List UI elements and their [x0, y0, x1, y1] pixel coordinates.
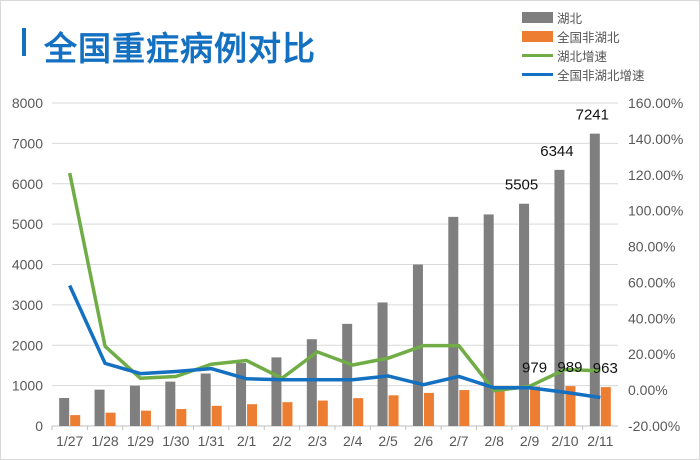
legend-label: 湖北增速 [557, 49, 608, 64]
y-left-tick-label: 0 [35, 418, 43, 434]
x-tick-label: 1/28 [91, 433, 118, 449]
bar-non-hubei [459, 390, 470, 426]
bar-hubei [129, 385, 140, 426]
y-right-tick-label: 120.00% [628, 167, 683, 183]
bar-non-hubei [70, 415, 81, 426]
bar-non-hubei [211, 405, 222, 426]
legend-item-hubei: 湖北 [522, 8, 645, 27]
data-label: 7241 [576, 107, 609, 124]
x-tick-label: 2/3 [308, 433, 328, 449]
bar-hubei [236, 363, 247, 426]
bar-hubei [271, 357, 282, 426]
bar-hubei [554, 169, 565, 426]
x-tick-label: 2/7 [449, 433, 469, 449]
bar-hubei [519, 203, 530, 426]
x-tick-label: 2/6 [414, 433, 434, 449]
line-non-hubei-speed [68, 284, 601, 400]
data-label: 979 [522, 359, 547, 376]
bar-non-hubei [353, 398, 364, 426]
bar-hubei [448, 216, 459, 426]
y-right-tick-label: 100.00% [628, 203, 683, 219]
legend: 湖北 全国非湖北 湖北增速 全国非湖北增速 [522, 8, 645, 84]
legend-swatch-non-hubei-speed [522, 73, 553, 76]
y-left-tick-label: 5000 [12, 216, 43, 232]
x-tick-label: 1/27 [56, 433, 83, 449]
legend-item-non-hubei-speed: 全国非湖北增速 [522, 65, 645, 84]
legend-swatch-non-hubei [522, 31, 553, 42]
legend-item-non-hubei: 全国非湖北 [522, 27, 645, 46]
data-label: 963 [593, 360, 618, 377]
y-left-tick-label: 2000 [12, 337, 43, 353]
bar-hubei [59, 398, 70, 426]
y-left-tick-label: 3000 [12, 297, 43, 313]
y-left-tick-label: 1000 [12, 378, 43, 394]
bar-hubei [412, 264, 423, 426]
bar-hubei [165, 381, 176, 426]
legend-item-hubei-speed: 湖北增速 [522, 46, 645, 65]
x-tick-label: 2/10 [551, 433, 578, 449]
data-label: 6344 [540, 143, 573, 160]
bar-hubei [377, 302, 388, 426]
x-tick-label: 1/31 [198, 433, 225, 449]
y-right-tick-label: 140.00% [628, 131, 683, 147]
x-tick-label: 1/29 [127, 433, 154, 449]
bar-hubei [483, 214, 494, 426]
y-right-tick-label: 160.00% [628, 95, 683, 111]
x-tick-label: 2/1 [237, 433, 257, 449]
bar-non-hubei [176, 409, 187, 426]
y-left-tick-label: 7000 [12, 135, 43, 151]
x-tick-label: 2/2 [272, 433, 292, 449]
bar-non-hubei [423, 392, 434, 426]
x-tick-label: 2/9 [520, 433, 540, 449]
legend-label: 湖北 [557, 11, 583, 26]
bar-non-hubei [247, 404, 258, 426]
x-tick-label: 2/11 [587, 433, 613, 449]
title-accent-bar [22, 28, 26, 56]
y-left-tick-label: 6000 [12, 176, 43, 192]
bar-non-hubei [105, 412, 116, 426]
y-right-tick-label: 80.00% [628, 239, 675, 255]
data-label: 989 [557, 359, 582, 376]
y-right-tick-label: 20.00% [628, 346, 675, 362]
bar-hubei [306, 339, 317, 426]
bar-non-hubei [494, 387, 505, 426]
x-tick-label: 1/30 [162, 433, 189, 449]
bar-non-hubei [530, 386, 541, 426]
data-label: 5505 [505, 177, 538, 194]
y-right-tick-label: 60.00% [628, 274, 675, 290]
bar-hubei [342, 323, 353, 426]
bar-hubei [200, 373, 211, 426]
y-right-tick-label: 0.00% [628, 382, 668, 398]
bar-non-hubei [600, 387, 611, 426]
y-left-tick-label: 4000 [12, 257, 43, 273]
y-right-tick-label: -20.00% [628, 418, 680, 434]
legend-swatch-hubei [522, 12, 553, 23]
legend-label: 全国非湖北增速 [557, 68, 645, 83]
bar-non-hubei [282, 402, 293, 426]
bar-non-hubei [317, 400, 328, 426]
x-tick-label: 2/5 [378, 433, 398, 449]
bar-hubei [94, 389, 105, 426]
legend-label: 全国非湖北 [557, 30, 620, 45]
x-tick-label: 2/4 [343, 433, 363, 449]
bar-non-hubei [140, 410, 151, 426]
bar-non-hubei [388, 395, 399, 426]
y-left-tick-label: 8000 [12, 95, 43, 111]
legend-swatch-hubei-speed [522, 54, 553, 57]
chart-title: 全国重症病例对比 [44, 29, 316, 68]
y-right-tick-label: 40.00% [628, 310, 675, 326]
x-tick-label: 2/8 [484, 433, 504, 449]
bar-non-hubei [565, 386, 576, 426]
bar-hubei [589, 133, 600, 426]
